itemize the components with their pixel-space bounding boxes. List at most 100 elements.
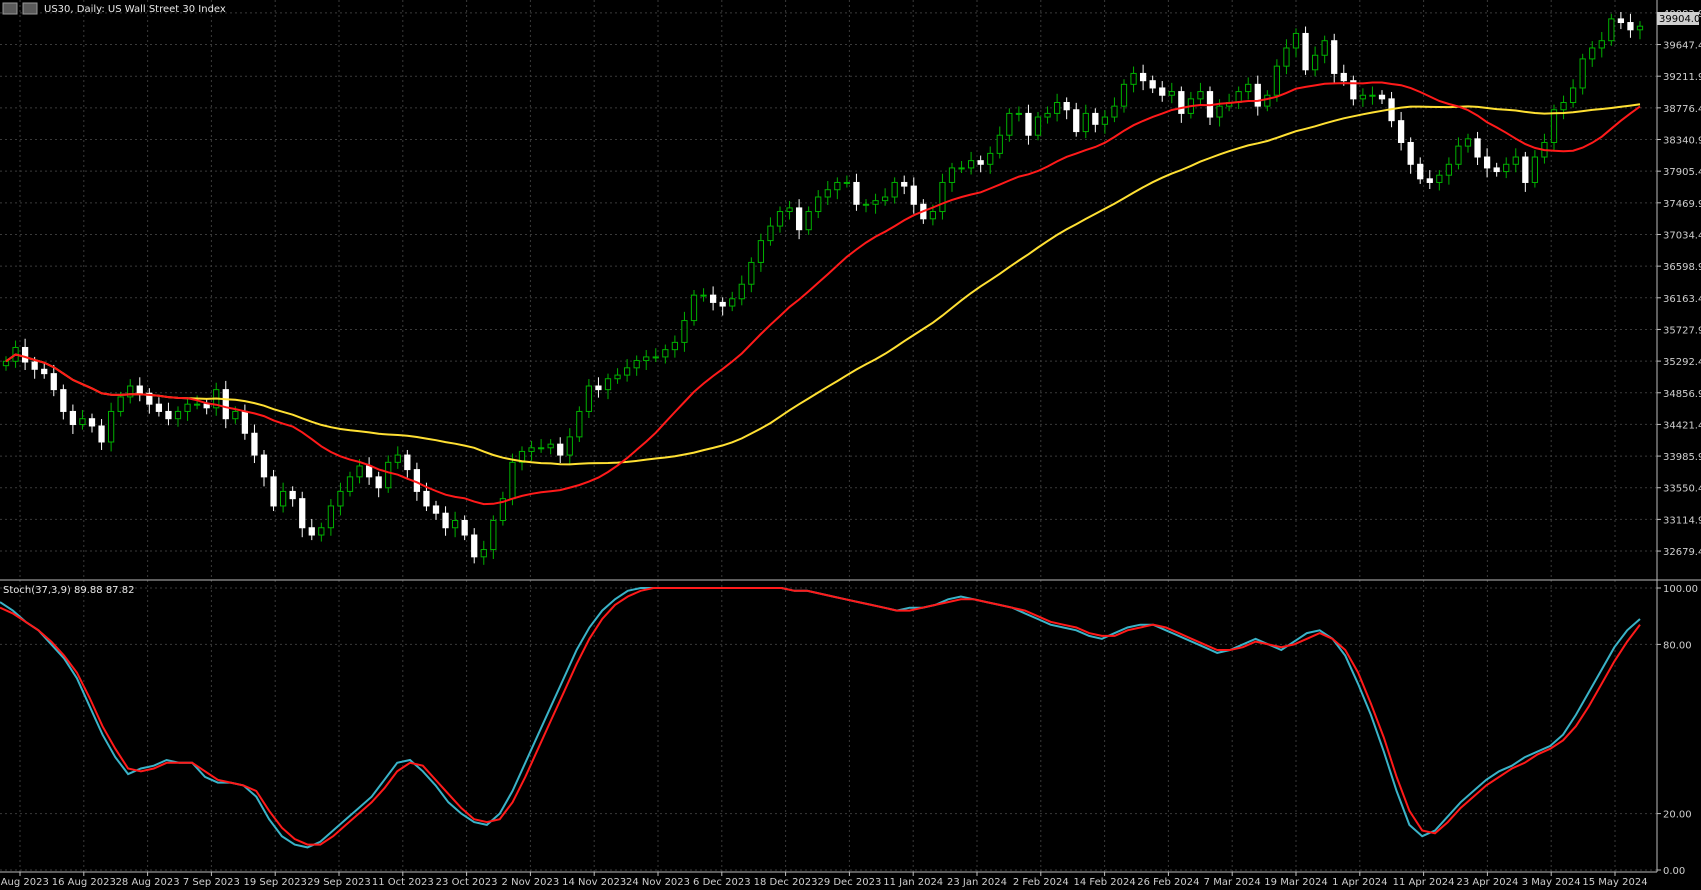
candle[interactable] bbox=[117, 391, 124, 417]
candle[interactable] bbox=[891, 177, 898, 204]
candle[interactable] bbox=[1407, 137, 1414, 174]
candle[interactable] bbox=[1636, 21, 1644, 40]
candle[interactable] bbox=[451, 511, 459, 538]
candle[interactable] bbox=[1034, 111, 1042, 141]
candle[interactable] bbox=[729, 291, 736, 312]
candle[interactable] bbox=[41, 362, 48, 379]
candle[interactable] bbox=[633, 355, 640, 376]
candle[interactable] bbox=[1503, 157, 1510, 179]
candle[interactable] bbox=[346, 471, 354, 497]
candle[interactable] bbox=[1130, 66, 1137, 93]
candle[interactable] bbox=[1082, 104, 1089, 139]
candle[interactable] bbox=[1627, 13, 1634, 38]
candle[interactable] bbox=[1397, 111, 1405, 151]
candle[interactable] bbox=[815, 190, 822, 219]
candle[interactable] bbox=[1283, 39, 1290, 75]
candle[interactable] bbox=[1264, 90, 1271, 112]
candle[interactable] bbox=[146, 388, 153, 414]
chart-type-icon[interactable] bbox=[22, 2, 38, 15]
candle[interactable] bbox=[165, 402, 172, 426]
candle[interactable] bbox=[786, 200, 793, 220]
candle[interactable] bbox=[88, 413, 96, 433]
candle[interactable] bbox=[834, 177, 841, 200]
candle[interactable] bbox=[1101, 110, 1109, 134]
candle[interactable] bbox=[901, 175, 908, 195]
candle[interactable] bbox=[795, 199, 803, 240]
candle[interactable] bbox=[318, 522, 325, 542]
candle[interactable] bbox=[872, 193, 879, 214]
candle[interactable] bbox=[996, 126, 1003, 159]
candle[interactable] bbox=[614, 368, 621, 384]
candle[interactable] bbox=[1445, 157, 1453, 185]
candle[interactable] bbox=[1139, 64, 1147, 91]
candle[interactable] bbox=[279, 482, 287, 513]
candle[interactable] bbox=[1369, 86, 1376, 105]
candle[interactable] bbox=[967, 151, 975, 175]
candle[interactable] bbox=[1273, 59, 1281, 102]
candle[interactable] bbox=[1455, 137, 1462, 170]
candle[interactable] bbox=[881, 188, 889, 206]
candle[interactable] bbox=[1531, 150, 1539, 188]
candle[interactable] bbox=[824, 181, 831, 205]
candle[interactable] bbox=[251, 424, 258, 464]
candle[interactable] bbox=[681, 311, 688, 352]
candle[interactable] bbox=[1245, 77, 1252, 100]
candle[interactable] bbox=[719, 297, 726, 316]
candle[interactable] bbox=[337, 482, 344, 516]
candle[interactable] bbox=[174, 406, 182, 427]
candle[interactable] bbox=[604, 373, 612, 400]
candle[interactable] bbox=[480, 540, 487, 565]
candle[interactable] bbox=[757, 233, 765, 272]
candle[interactable] bbox=[557, 437, 564, 464]
candle[interactable] bbox=[1359, 88, 1367, 107]
candle[interactable] bbox=[1417, 157, 1424, 184]
candle[interactable] bbox=[327, 499, 335, 536]
candle[interactable] bbox=[1436, 170, 1443, 191]
candle[interactable] bbox=[709, 286, 717, 311]
candle[interactable] bbox=[471, 528, 478, 564]
candle[interactable] bbox=[748, 257, 755, 293]
candle[interactable] bbox=[69, 404, 77, 434]
candle[interactable] bbox=[1426, 170, 1433, 190]
candle[interactable] bbox=[1569, 79, 1577, 108]
candle[interactable] bbox=[1589, 41, 1596, 67]
candle[interactable] bbox=[576, 406, 583, 442]
candle[interactable] bbox=[910, 177, 917, 214]
candle[interactable] bbox=[958, 161, 965, 174]
candle[interactable] bbox=[461, 515, 468, 541]
candle[interactable] bbox=[127, 379, 134, 404]
candle[interactable] bbox=[1073, 102, 1080, 137]
candle[interactable] bbox=[862, 199, 870, 213]
candle[interactable] bbox=[1512, 148, 1519, 173]
candle[interactable] bbox=[1464, 133, 1472, 153]
candle[interactable] bbox=[1560, 95, 1567, 120]
stochastic-panel[interactable] bbox=[0, 587, 1641, 849]
candle[interactable] bbox=[1053, 93, 1061, 122]
candle[interactable] bbox=[385, 455, 392, 493]
candle[interactable] bbox=[1025, 104, 1032, 145]
candle[interactable] bbox=[60, 384, 67, 420]
candle[interactable] bbox=[270, 469, 277, 512]
candle[interactable] bbox=[404, 449, 411, 478]
candle[interactable] bbox=[260, 449, 268, 487]
candle[interactable] bbox=[299, 491, 306, 538]
candle[interactable] bbox=[50, 364, 57, 397]
candle[interactable] bbox=[537, 439, 545, 453]
candle[interactable] bbox=[1149, 75, 1156, 94]
candle[interactable] bbox=[595, 377, 602, 398]
candle[interactable] bbox=[738, 275, 745, 306]
candle[interactable] bbox=[1015, 106, 1023, 122]
candle[interactable] bbox=[490, 515, 497, 560]
candle[interactable] bbox=[394, 446, 401, 469]
candle[interactable] bbox=[566, 428, 573, 465]
candle[interactable] bbox=[222, 380, 229, 429]
candle[interactable] bbox=[308, 519, 315, 541]
candle[interactable] bbox=[690, 290, 698, 326]
candle[interactable] bbox=[518, 446, 526, 471]
candle[interactable] bbox=[623, 359, 631, 382]
candle[interactable] bbox=[1598, 31, 1605, 58]
candle[interactable] bbox=[977, 155, 984, 173]
candle[interactable] bbox=[528, 440, 535, 461]
candle[interactable] bbox=[805, 206, 812, 235]
candle[interactable] bbox=[432, 500, 440, 520]
